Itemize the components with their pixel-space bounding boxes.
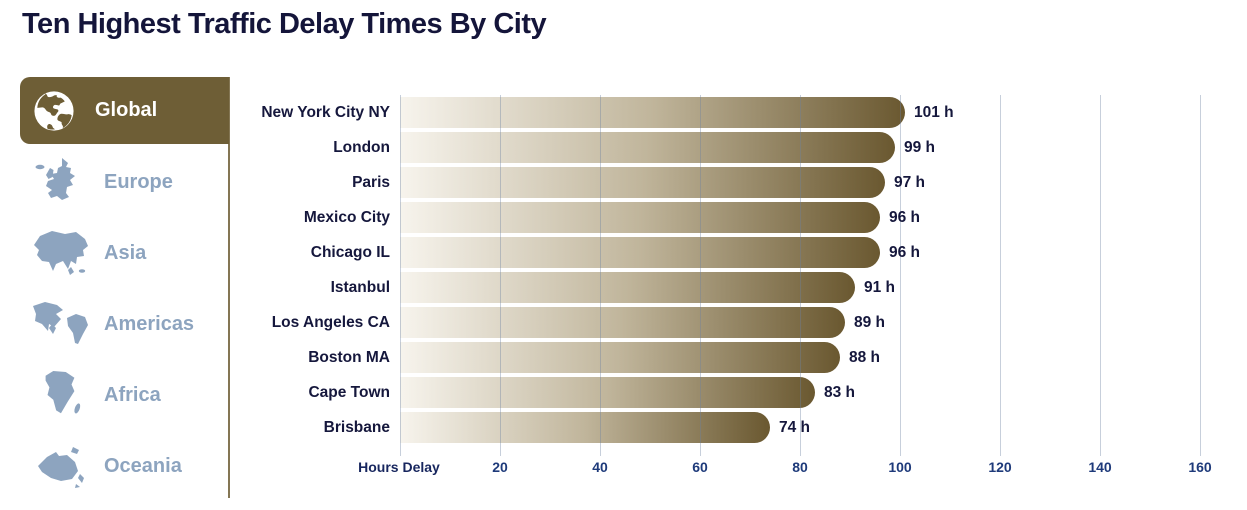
sidebar-item-label: Americas — [104, 312, 195, 335]
bar — [400, 272, 855, 303]
bar-value-label: 89 h — [854, 314, 886, 331]
bar — [400, 377, 815, 408]
bar-value-label: 83 h — [824, 384, 856, 401]
x-tick-label: 120 — [988, 459, 1012, 475]
gridline — [1200, 95, 1201, 456]
bar — [400, 97, 905, 128]
x-axis-title: Hours Delay — [358, 459, 440, 475]
bar-value-label: 88 h — [849, 349, 881, 366]
bar-category-label: Istanbul — [330, 279, 390, 296]
bar-value-label: 96 h — [889, 244, 921, 261]
gridline — [1100, 95, 1101, 456]
gridline — [500, 95, 501, 456]
page-title: Ten Highest Traffic Delay Times By City — [22, 8, 547, 40]
bar — [400, 202, 880, 233]
gridline — [700, 95, 701, 456]
sidebar-item-label: Europe — [104, 170, 173, 193]
sidebar-item-label: Asia — [104, 241, 147, 264]
europe-map-icon — [28, 155, 92, 209]
sidebar-item-oceania[interactable]: Oceania — [20, 438, 229, 494]
bar-category-label: Cape Town — [308, 384, 390, 401]
americas-map-icon — [28, 300, 92, 348]
bar-value-label: 99 h — [904, 139, 936, 156]
gridline — [600, 95, 601, 456]
globe-icon — [33, 90, 75, 132]
sidebar-item-label: Global — [95, 99, 158, 121]
bar-category-label: Mexico City — [303, 209, 390, 226]
bar — [400, 237, 880, 268]
bar-category-label: New York City NY — [261, 104, 390, 121]
x-tick-label: 160 — [1188, 459, 1212, 475]
sidebar-divider — [228, 77, 230, 498]
bar — [400, 412, 770, 443]
sidebar-item-africa[interactable]: Africa — [20, 367, 229, 423]
x-tick-label: 140 — [1088, 459, 1112, 475]
bar-value-label: 74 h — [779, 419, 811, 436]
gridline — [800, 95, 801, 456]
oceania-map-icon — [28, 444, 92, 488]
gridline — [1000, 95, 1001, 456]
x-tick-label: 80 — [792, 459, 808, 475]
bar-category-label: Los Angeles CA — [271, 314, 390, 331]
bar-category-label: Boston MA — [308, 349, 390, 366]
x-tick-label: 100 — [888, 459, 912, 475]
bar-category-label: Brisbane — [323, 419, 390, 436]
bar — [400, 167, 885, 198]
sidebar-item-label: Africa — [104, 383, 161, 406]
gridline — [900, 95, 901, 456]
bar — [400, 342, 840, 373]
bar-category-label: Paris — [352, 174, 390, 191]
sidebar-item-europe[interactable]: Europe — [20, 154, 229, 210]
y-axis-line — [400, 95, 401, 456]
bar-category-label: Chicago IL — [310, 244, 390, 261]
bar-category-label: London — [333, 139, 390, 156]
bar-value-label: 91 h — [864, 279, 896, 296]
bar — [400, 132, 895, 163]
africa-map-icon — [28, 368, 92, 422]
sidebar-item-americas[interactable]: Americas — [20, 296, 229, 352]
bar-value-label: 97 h — [894, 174, 926, 191]
x-tick-label: 40 — [592, 459, 608, 475]
bar-value-label: 96 h — [889, 209, 921, 226]
sidebar-item-asia[interactable]: Asia — [20, 225, 229, 281]
x-tick-label: 60 — [692, 459, 708, 475]
bar-value-label: 101 h — [914, 104, 954, 121]
sidebar-item-label: Oceania — [104, 454, 182, 477]
bar — [400, 307, 845, 338]
x-tick-label: 20 — [492, 459, 508, 475]
asia-map-icon — [28, 229, 92, 277]
sidebar-item-global[interactable]: Global — [20, 77, 229, 144]
